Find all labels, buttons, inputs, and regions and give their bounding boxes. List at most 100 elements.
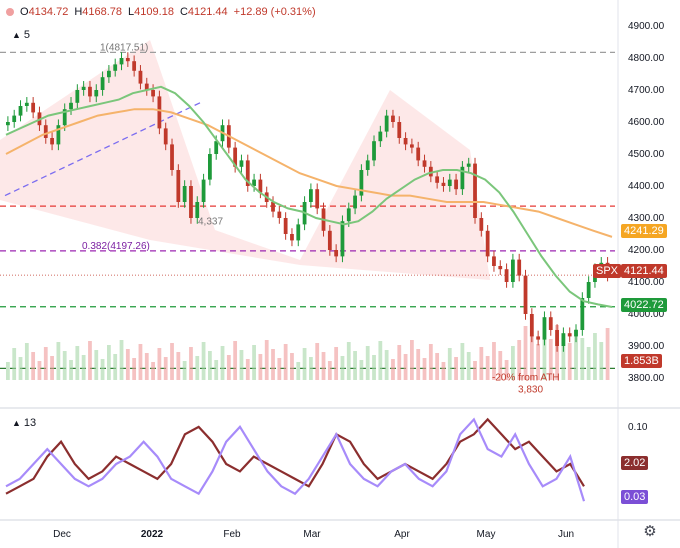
candle-body (574, 330, 578, 337)
time-tick-label: Apr (394, 529, 410, 540)
volume-bar (245, 359, 250, 380)
time-tick-label: Jun (558, 529, 574, 540)
price-tick-label: 4100.00 (628, 277, 665, 288)
trend-line (4, 102, 201, 197)
main-indicators-toggle[interactable]: ▲ 5 (12, 28, 40, 42)
price-tick-label: 4300.00 (628, 213, 665, 224)
volume-bar (340, 356, 345, 380)
volume-bar (492, 342, 496, 380)
price-tick-label: 4000.00 (628, 309, 665, 320)
volume-bar (18, 357, 23, 380)
price-tick-label: 4200.00 (628, 245, 665, 256)
volume-bar (504, 360, 509, 380)
candle-body (75, 90, 80, 103)
candle-body (473, 163, 477, 218)
volume-bar (6, 362, 10, 380)
volume-bar (485, 356, 490, 380)
volume-bar (132, 358, 137, 380)
volume-bar (37, 361, 42, 380)
candle-body (542, 317, 547, 340)
candle-body (182, 186, 187, 202)
candle-body (327, 230, 332, 250)
volume-bar (397, 345, 402, 380)
candle-body (138, 70, 143, 84)
candle-body (517, 259, 522, 276)
candle-body (100, 77, 105, 90)
volume-bar (372, 355, 376, 380)
candle-body (277, 211, 282, 218)
candle-body (290, 234, 294, 241)
volume-bar (555, 325, 559, 380)
candle-body (43, 125, 48, 138)
volume-bar (113, 354, 118, 380)
volume-bar (542, 330, 547, 380)
volume-bar (163, 357, 168, 380)
chevron-up-icon: ▲ (12, 418, 21, 428)
candle-body (485, 230, 490, 257)
volume-bar (258, 354, 263, 380)
ath-20-annotation: -20% from ATH (492, 372, 560, 383)
candle-body (258, 179, 263, 193)
volume-bar (523, 326, 528, 380)
volume-bar (416, 349, 421, 380)
candle-body (498, 266, 503, 270)
candle-body (359, 170, 364, 196)
volume-bar (391, 359, 395, 380)
price-tick-label: 4400.00 (628, 181, 665, 192)
volume-bar (208, 351, 212, 380)
volume-bar (498, 351, 503, 380)
candle-body (372, 141, 376, 161)
open-label: O (20, 6, 29, 18)
close-value: 4121.44 (187, 6, 228, 18)
spx-last-price-tag: 4121.44 (621, 264, 667, 278)
candle-body (346, 208, 351, 222)
candle-body (24, 102, 29, 106)
volume-bar (378, 341, 383, 380)
volume-bar (403, 354, 408, 380)
candle-body (151, 90, 155, 97)
volume-bar (365, 346, 370, 380)
candle-body (315, 189, 320, 209)
sub-tick-label: 0.10 (628, 422, 648, 433)
volume-bar (309, 357, 313, 380)
volume-bar (157, 348, 162, 380)
sub-line-a-tag: 2.02 (621, 456, 649, 470)
candle-body (435, 176, 440, 183)
candle-body (340, 221, 345, 257)
candle-body (56, 125, 61, 145)
price-tick-label: 4500.00 (628, 149, 665, 160)
candle-body (208, 154, 212, 180)
candle-body (548, 317, 553, 330)
close-label: C (179, 6, 188, 18)
candle-body (18, 106, 23, 116)
volume-bar (460, 343, 465, 380)
candle-body (113, 64, 118, 71)
volume-bar (50, 356, 54, 380)
candle-body (252, 179, 256, 186)
volume-bar (473, 361, 477, 380)
volume-bar (201, 342, 206, 380)
volume-bar (81, 355, 86, 380)
volume-bar (182, 361, 187, 380)
sub-indicators-toggle[interactable]: ▲ 13 (12, 416, 40, 430)
volume-bar (214, 360, 219, 380)
candle-body (353, 195, 357, 209)
volume-bar (447, 348, 452, 380)
volume-bar (125, 349, 130, 380)
volume-bar (428, 344, 433, 380)
price-tick-label: 3900.00 (628, 341, 665, 352)
candle-body (479, 218, 484, 231)
change-value: +12.89 (+0.31%) (233, 6, 316, 18)
gear-icon[interactable]: ⚙ (643, 523, 657, 540)
volume-bar (100, 359, 105, 380)
candle-body (460, 166, 465, 190)
candle-body (157, 96, 162, 129)
fib-382-annotation: 0.382(4197.26) (82, 241, 150, 252)
volume-bar (88, 341, 92, 380)
volume-bar (277, 358, 282, 380)
volume-bar (529, 335, 534, 380)
volume-bar (605, 328, 610, 380)
volume-bar (138, 344, 143, 380)
volume-bar (302, 348, 307, 380)
